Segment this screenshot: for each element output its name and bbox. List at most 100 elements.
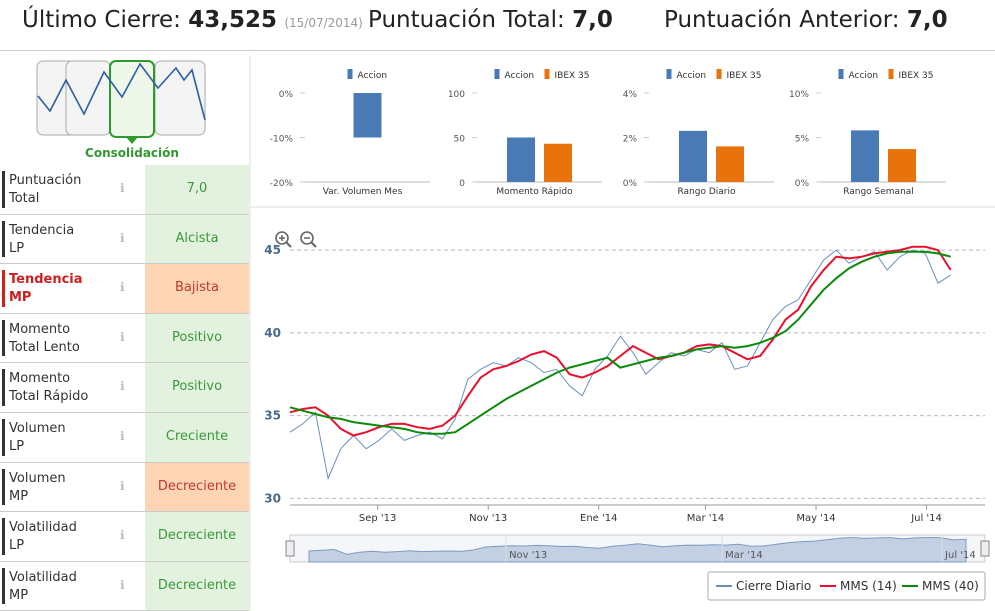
label-line: Momento	[9, 371, 71, 387]
bar	[716, 146, 744, 182]
y-tick-label: 10%	[789, 90, 809, 100]
navigator-area	[308, 536, 967, 563]
legend-label: Cierre Diario	[736, 579, 811, 593]
x-axis-label: Rango Semanal	[843, 187, 914, 197]
label: Puntuación Anterior:	[664, 7, 900, 33]
legend-label: MMS (14)	[840, 579, 897, 593]
x-tick-label: Mar '14	[687, 513, 725, 524]
indicator-label: Volumen LP	[9, 420, 119, 456]
indicator-row: Momento Total Lento ℹ Positivo	[0, 313, 249, 364]
series-line	[289, 249, 951, 481]
indicator-label: Momento Total Rápido	[9, 370, 119, 406]
x-axis-label: Var. Volumen Mes	[323, 187, 403, 197]
label-line: Volumen	[9, 420, 66, 436]
legend-label: MMS (40)	[922, 579, 979, 593]
indicator-label: Volatilidad MP	[9, 569, 119, 605]
label-line: Volatilidad	[9, 520, 77, 536]
legend-label: IBEX 35	[899, 71, 934, 81]
y-tick-label: 0%	[279, 90, 294, 100]
navigator-handle	[285, 540, 295, 557]
info-icon: ℹ	[120, 528, 125, 543]
series-line	[289, 250, 951, 435]
date: (15/07/2014)	[284, 16, 363, 30]
last-close: Último Cierre: 43,525 (15/07/2014)	[22, 7, 363, 33]
bar	[679, 130, 707, 182]
legend-label: Accion	[505, 71, 535, 81]
indicator-row: Volatilidad MP ℹ Decreciente	[0, 561, 249, 611]
indicator-row: Tendencia MP ℹ Bajista	[0, 264, 249, 314]
legend-label: Accion	[358, 71, 388, 81]
info-icon: ℹ	[120, 230, 125, 245]
y-tick-label: 35	[264, 409, 281, 423]
legend-label: IBEX 35	[727, 71, 762, 81]
navigator-frame	[289, 534, 986, 563]
indicator-row: Volumen LP ℹ Creciente	[0, 412, 249, 463]
indicator-list: Puntuación Total ℹ 7,0 Tendencia LP ℹ Alcista…	[0, 165, 249, 611]
legend-swatch	[494, 69, 500, 79]
legend-swatch	[347, 69, 353, 79]
navigator-handle	[980, 540, 990, 557]
label-line: Momento	[9, 321, 71, 337]
previous-score: Puntuación Anterior: 7,0	[664, 7, 948, 33]
navigator-tick-label: Jul '14	[944, 550, 976, 561]
indicator-value: Decreciente	[145, 462, 249, 512]
y-tick-label: 5%	[795, 135, 810, 145]
navigator-tick-label: Mar '14	[725, 550, 763, 561]
legend-swatch	[544, 69, 550, 79]
legend-label: Accion	[849, 71, 879, 81]
label-line: LP	[9, 240, 25, 256]
y-tick-label: 45	[264, 243, 281, 257]
y-tick-label: -10%	[270, 135, 294, 145]
bar	[888, 149, 916, 182]
info-icon: ℹ	[120, 280, 125, 295]
y-tick-label: -20%	[270, 179, 294, 189]
y-tick-label: 2%	[623, 135, 638, 145]
total-score: Puntuación Total: 7,0	[368, 7, 613, 33]
row-marker	[2, 418, 5, 456]
legend	[707, 571, 986, 601]
navigator-tick-label: Nov '13	[509, 550, 547, 561]
info-icon: ℹ	[120, 428, 125, 443]
label-line: Total	[9, 191, 40, 206]
info-icon: ℹ	[120, 181, 125, 195]
x-tick-label: Jul '14	[910, 513, 942, 524]
y-tick-label: 4%	[623, 90, 638, 100]
label-line: Total Lento	[9, 339, 80, 355]
label-line: MP	[9, 587, 29, 603]
row-marker	[2, 518, 5, 555]
bar	[851, 130, 879, 182]
indicator-label: Volatilidad LP	[9, 519, 119, 555]
label-line: Tendencia	[9, 272, 83, 288]
y-tick-label: 0%	[623, 179, 638, 189]
y-tick-label: 50	[454, 135, 466, 145]
info-icon: ℹ	[120, 379, 125, 394]
row-marker	[2, 468, 5, 506]
label-line: MP	[9, 488, 29, 504]
label: Último Cierre:	[22, 7, 181, 33]
label-line: Total Rápido	[9, 389, 89, 405]
bar	[353, 93, 382, 138]
label-line: LP	[9, 438, 25, 454]
pattern-icon: Consolidación	[36, 60, 206, 160]
indicator-value: Bajista	[145, 264, 249, 313]
value: 43,525	[188, 7, 278, 33]
indicator-value: Positivo	[145, 313, 249, 363]
x-tick-label: Ene '14	[580, 513, 617, 524]
x-tick-label: May '14	[796, 513, 835, 524]
legend-swatch	[888, 69, 894, 79]
zoom-controls	[275, 231, 317, 248]
header: Último Cierre: 43,525 (15/07/2014) Puntu…	[0, 0, 995, 51]
label-line: LP	[9, 538, 25, 554]
bar	[544, 143, 572, 182]
x-tick-label: Nov '13	[469, 513, 507, 524]
indicator-value: Decreciente	[145, 512, 249, 561]
y-tick-label: 100	[448, 90, 465, 100]
y-tick-label: 0%	[795, 179, 810, 189]
row-marker	[2, 319, 5, 357]
indicator-label: Puntuación Total	[9, 172, 119, 208]
indicator-row: Volatilidad LP ℹ Decreciente	[0, 512, 249, 562]
series-line	[289, 245, 952, 437]
y-tick-label: 40	[264, 326, 281, 340]
row-marker	[2, 220, 5, 258]
